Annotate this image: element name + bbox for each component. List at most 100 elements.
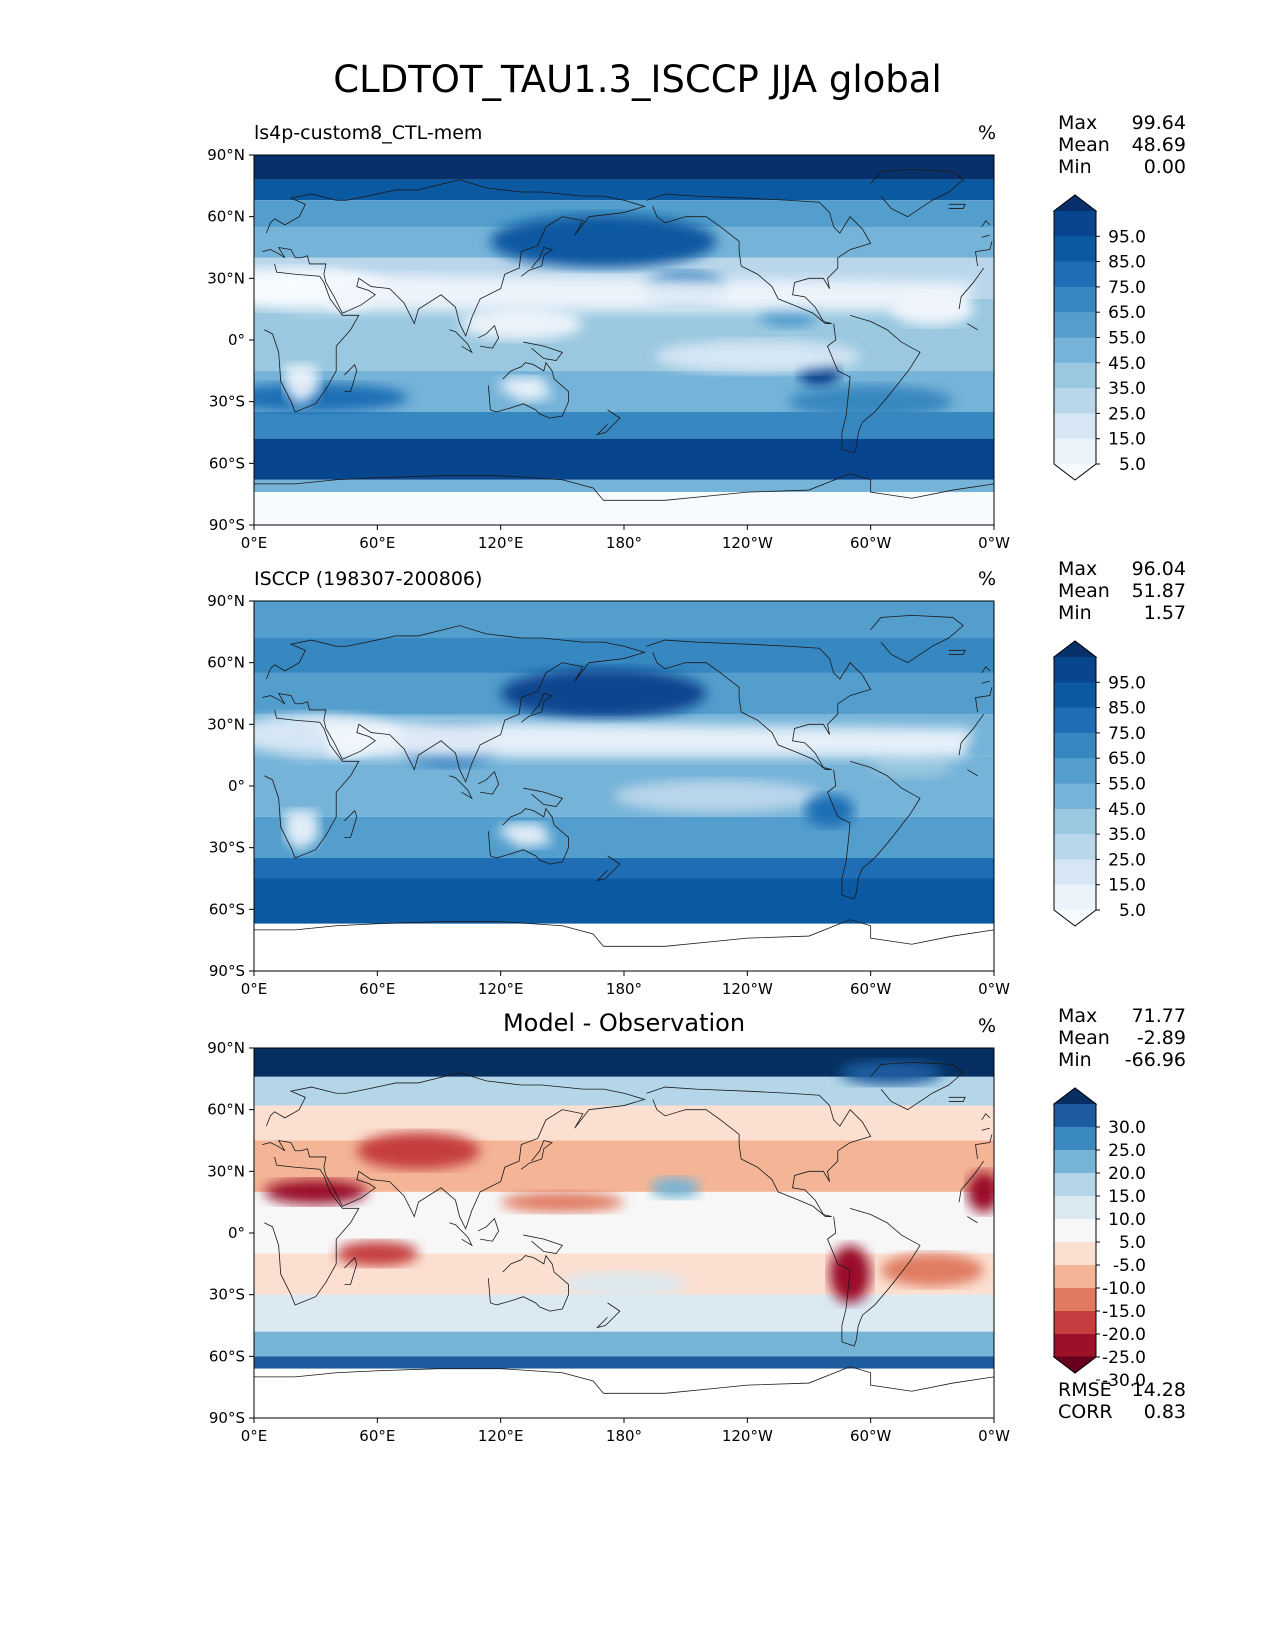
contour-region [880, 1253, 984, 1287]
colorbar-segment [1052, 1356, 1098, 1374]
units-label: % [978, 568, 997, 590]
lon-tick-label: 60°E [359, 534, 395, 552]
colorbar-tick-label: 25.0 [1108, 1141, 1146, 1161]
units-label: % [978, 122, 997, 144]
lat-tick-label: 60°S [209, 1347, 245, 1365]
lat-tick-label: 30°S [209, 1286, 245, 1304]
lon-tick-label: 60°W [850, 534, 892, 552]
colorbar-tick-label: 30.0 [1108, 1118, 1146, 1138]
colorbar: 95.0 85.0 75.0 65.0 55.0 45.0 35.0 25.0 15.0 5.0 [1052, 194, 1146, 481]
map-panel-2: 90°N 60°N 30°N 0° 30°S 60°S 90°S 0°E 60°E 120°E 18… [0, 558, 1275, 1006]
coastlines [254, 1061, 994, 1418]
colorbar-segment [1054, 1104, 1096, 1128]
colorbar-segment [1052, 194, 1098, 212]
contour-region [500, 1191, 624, 1213]
coastline-greenland [870, 168, 964, 218]
stat-label: Mean [1058, 134, 1110, 156]
stat-label: Mean [1058, 580, 1110, 602]
coastline-australia [487, 1254, 569, 1312]
contour-region [254, 878, 994, 924]
colorbar: 30.0 25.0 20.0 15.0 10.0 5.0 -5.0 -10.0 -15.0 -20… [1052, 1087, 1146, 1391]
coastline-madagascar [344, 363, 358, 392]
coastline-greenland [870, 614, 964, 664]
colorbar-tick-label: 65.0 [1108, 749, 1146, 769]
contour-region [274, 720, 974, 762]
colorbar-segment [1054, 707, 1096, 734]
colorbar-tick-label: 35.0 [1108, 825, 1146, 845]
colorbar-segment [1054, 337, 1096, 364]
lon-tick-label: 120°E [478, 534, 524, 552]
contour-region [967, 1171, 994, 1213]
contour-region [264, 1179, 368, 1205]
colorbar-segment [1052, 640, 1098, 658]
colorbar-tick-label: 55.0 [1108, 775, 1146, 795]
colorbar-tick-label: 20.0 [1108, 1164, 1146, 1184]
stat-label: Min [1058, 1049, 1092, 1071]
colorbar-tick-label: 5.0 [1119, 901, 1146, 921]
coastlines [254, 614, 994, 971]
lon-tick-label: 120°E [478, 980, 524, 998]
lat-tick-label: 0° [228, 777, 245, 795]
stat-value: -2.89 [1136, 1027, 1186, 1049]
contour-region [490, 214, 717, 269]
colorbar-segment [1054, 1173, 1096, 1197]
coastline-iceland [948, 649, 966, 655]
lon-tick-label: 120°W [722, 534, 773, 552]
coastline-africa [958, 1160, 985, 1203]
colorbar-tick-label: -30.0 [1102, 1371, 1146, 1391]
coastline-eurasia [262, 1072, 646, 1230]
stat-label: Max [1058, 112, 1098, 134]
contour-region [254, 857, 994, 879]
contour-region [336, 1241, 419, 1266]
colorbar-tick-label: 15.0 [1108, 430, 1146, 450]
contour-region [254, 1331, 994, 1357]
stat-value: 71.77 [1131, 1005, 1186, 1027]
coastline-uk [981, 680, 990, 684]
coastline-australia [487, 807, 569, 865]
contour-region [254, 438, 994, 480]
stat-value: 51.87 [1131, 580, 1186, 602]
colorbar-segment [1054, 438, 1096, 465]
coastline-uk [981, 1127, 990, 1131]
stat-value: 48.69 [1131, 134, 1186, 156]
coastline-namerica [646, 639, 872, 770]
colorbar-segment [1054, 682, 1096, 709]
contour-region [500, 668, 707, 719]
coastline-australia [487, 361, 569, 419]
colorbar-segment [1054, 808, 1096, 835]
stat-value: 1.57 [1143, 602, 1186, 624]
footer-row: CORR 0.83 [1058, 1401, 1186, 1423]
lon-tick-label: 0°W [978, 1427, 1010, 1445]
contour-region [254, 179, 994, 201]
stat-row: Max 99.64 [1058, 112, 1186, 134]
contour-region [254, 816, 994, 858]
coastline-africa [958, 713, 985, 756]
colorbar-tick-label: 95.0 [1108, 673, 1146, 693]
coastline-sumatra [449, 329, 473, 354]
coastline-eurasia [975, 1134, 993, 1160]
coastlines [254, 168, 994, 525]
units-label: % [978, 1015, 997, 1037]
colorbar-tick-label: -15.0 [1102, 1302, 1146, 1322]
coastline-antarctica [254, 919, 994, 971]
stat-row: Mean 48.69 [1058, 134, 1186, 156]
colorbar-tick-label: 25.0 [1108, 850, 1146, 870]
lat-tick-label: 60°S [209, 454, 245, 472]
map-plot: 90°N 60°N 30°N 0° 30°S 60°S 90°S0°E 60°E 120°E 18… [207, 1039, 1146, 1445]
footer-label: CORR [1058, 1401, 1113, 1423]
lon-tick-label: 0°E [241, 534, 268, 552]
lat-tick-label: 60°S [209, 900, 245, 918]
lat-tick-label: 90°N [207, 1039, 245, 1057]
colorbar-tick-label: -5.0 [1113, 1256, 1146, 1276]
colorbar-segment [1054, 388, 1096, 414]
stat-row: Min -66.96 [1058, 1049, 1186, 1071]
lat-tick-label: 60°N [207, 208, 245, 226]
colorbar-segment [1054, 834, 1096, 860]
stat-value: 96.04 [1131, 558, 1186, 580]
colorbar-segment [1054, 1127, 1096, 1151]
colorbar-tick-label: 5.0 [1119, 455, 1146, 475]
contour-region [650, 1177, 701, 1199]
lon-tick-label: 60°E [359, 1427, 395, 1445]
colorbar-segment [1054, 1196, 1096, 1220]
coastline-japan [520, 1140, 553, 1170]
